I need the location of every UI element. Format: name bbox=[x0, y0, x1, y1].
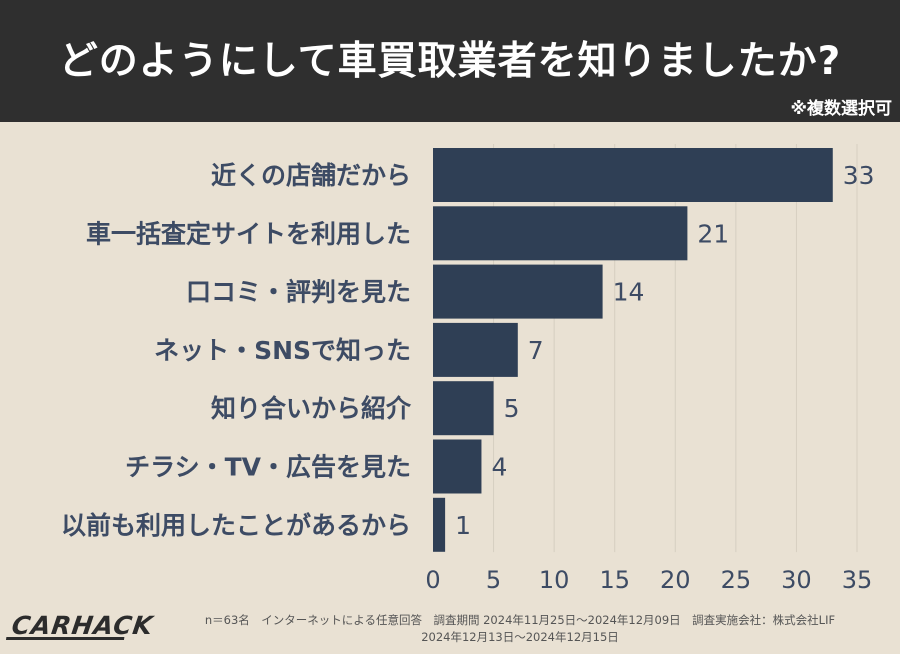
multiple-choice-note: ※複数選択可 bbox=[790, 99, 892, 119]
survey-footnote-line1: n＝63名 インターネットによる任意回答 調査期間 2024年11月25日～20… bbox=[204, 613, 836, 627]
chart-area: 近くの店舗だから 33 車一括査定サイトを利用した 21 口コミ・評判を見た 14 ネット・… bbox=[0, 122, 900, 654]
bar-4 bbox=[433, 381, 494, 436]
header-banner: どのようにして車買取業者を知りましたか? ※複数選択可 bbox=[0, 0, 900, 122]
survey-footnote: n＝63名 インターネットによる任意回答 調査期間 2024年11月25日～20… bbox=[150, 612, 890, 646]
x-tick-label-30: 30 bbox=[781, 566, 812, 594]
x-tick-label-20: 20 bbox=[660, 566, 691, 594]
value-label-2: 14 bbox=[613, 278, 645, 307]
x-tick-label-15: 15 bbox=[599, 566, 630, 594]
bar-3 bbox=[433, 322, 518, 377]
value-label-0: 33 bbox=[843, 161, 875, 190]
category-label-1: 車一括査定サイトを利用した bbox=[86, 219, 411, 248]
bar-1 bbox=[433, 206, 688, 261]
category-label-3: ネット・SNSで知った bbox=[154, 336, 411, 365]
survey-footnote-line2: 2024年12月13日～2024年12月15日 bbox=[421, 630, 619, 644]
bar-2 bbox=[433, 264, 603, 319]
page-title: どのようにして車買取業者を知りましたか? bbox=[58, 39, 842, 84]
category-label-2: 口コミ・評判を見た bbox=[186, 278, 411, 307]
category-label-5: チラシ・TV・広告を見た bbox=[125, 453, 411, 482]
x-tick-label-25: 25 bbox=[721, 566, 752, 594]
bar-6 bbox=[433, 497, 446, 552]
bar-0 bbox=[433, 148, 833, 202]
category-label-0: 近くの店舗だから bbox=[211, 161, 411, 190]
value-label-1: 21 bbox=[697, 219, 729, 248]
x-tick-label-0: 0 bbox=[425, 566, 440, 594]
bar-5 bbox=[433, 439, 482, 494]
category-label-6: 以前も利用したことがあるから bbox=[61, 511, 411, 540]
bar-chart: 近くの店舗だから 33 車一括査定サイトを利用した 21 口コミ・評判を見た 14 ネット・… bbox=[61, 144, 875, 594]
value-label-4: 5 bbox=[504, 394, 520, 423]
value-label-5: 4 bbox=[491, 453, 507, 482]
category-label-4: 知り合いから紹介 bbox=[211, 394, 412, 423]
value-label-6: 1 bbox=[455, 511, 471, 540]
x-tick-label-10: 10 bbox=[539, 566, 570, 594]
carhack-logo: CARHACK bbox=[9, 611, 156, 640]
value-label-3: 7 bbox=[528, 336, 544, 365]
x-tick-label-35: 35 bbox=[842, 566, 873, 594]
x-tick-label-5: 5 bbox=[486, 566, 501, 594]
